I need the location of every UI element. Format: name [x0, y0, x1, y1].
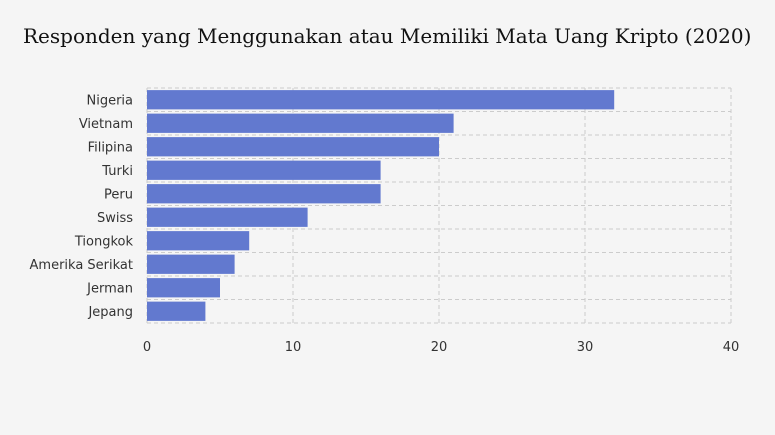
bar [147, 278, 220, 298]
bar [147, 231, 250, 251]
category-label: Turki [101, 164, 133, 179]
bar [147, 207, 308, 227]
category-label: Nigeria [86, 93, 133, 108]
bar [147, 137, 439, 157]
bar [147, 90, 615, 110]
x-tick-label: 30 [577, 340, 594, 355]
chart-title: Responden yang Menggunakan atau Memiliki… [23, 24, 752, 48]
category-label: Peru [104, 187, 133, 202]
bar [147, 160, 381, 180]
bar [147, 301, 206, 321]
x-tick-label: 0 [143, 340, 151, 355]
bar [147, 254, 235, 274]
category-label: Jepang [87, 305, 133, 320]
category-label: Swiss [97, 211, 133, 226]
x-tick-label: 40 [723, 340, 740, 355]
category-label: Filipina [88, 140, 133, 155]
bar [147, 113, 454, 133]
category-label: Amerika Serikat [30, 258, 133, 273]
category-label: Tiongkok [74, 234, 134, 249]
x-tick-label: 20 [431, 340, 448, 355]
x-tick-label: 10 [285, 340, 302, 355]
category-label: Jerman [86, 281, 133, 296]
category-label: Vietnam [79, 117, 133, 132]
bar [147, 184, 381, 204]
